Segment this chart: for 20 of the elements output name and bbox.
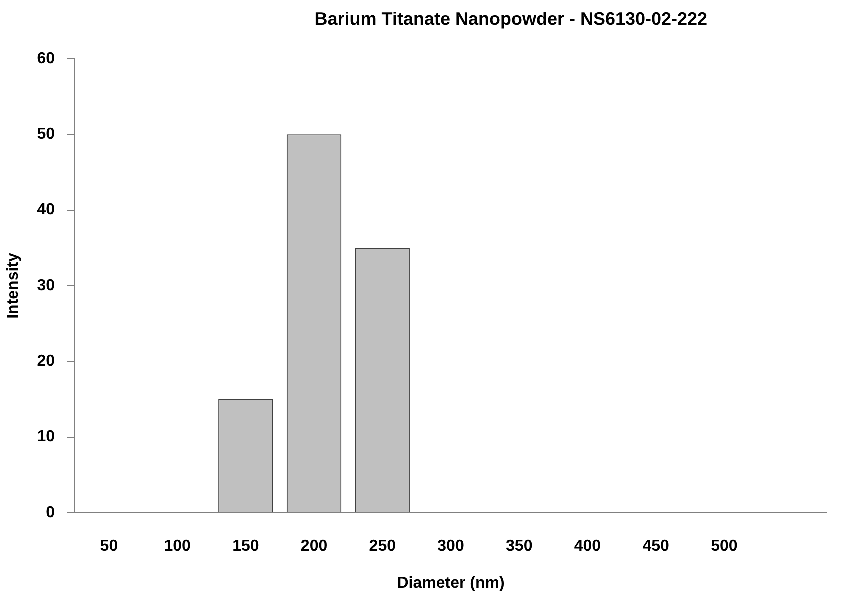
y-tick-label: 20: [37, 353, 56, 370]
x-tick-label: 500: [711, 538, 738, 556]
x-tick-label: 350: [506, 538, 533, 556]
x-tick-label: 150: [232, 538, 260, 556]
chart-title: Barium Titanate Nanopowder - NS6130-02-222: [314, 8, 708, 29]
x-tick-label: 450: [642, 538, 670, 556]
x-tick-label: 100: [164, 538, 191, 556]
y-tick-label: 10: [37, 428, 56, 446]
x-axis-title: Diameter (nm): [397, 574, 505, 592]
x-tick-label: 300: [438, 538, 464, 556]
x-tick-label: 50: [100, 538, 118, 556]
y-tick-label: 40: [37, 202, 56, 219]
y-tick-label: 60: [37, 50, 56, 68]
x-tick-label: 250: [369, 538, 396, 556]
y-tick-label: 0: [46, 504, 56, 522]
x-tick-label: 400: [574, 538, 602, 556]
x-tick-label: 200: [300, 538, 328, 556]
y-axis-title: Intensity: [5, 253, 22, 319]
y-tick-label: 30: [37, 277, 56, 294]
y-tick-label: 50: [37, 126, 56, 144]
